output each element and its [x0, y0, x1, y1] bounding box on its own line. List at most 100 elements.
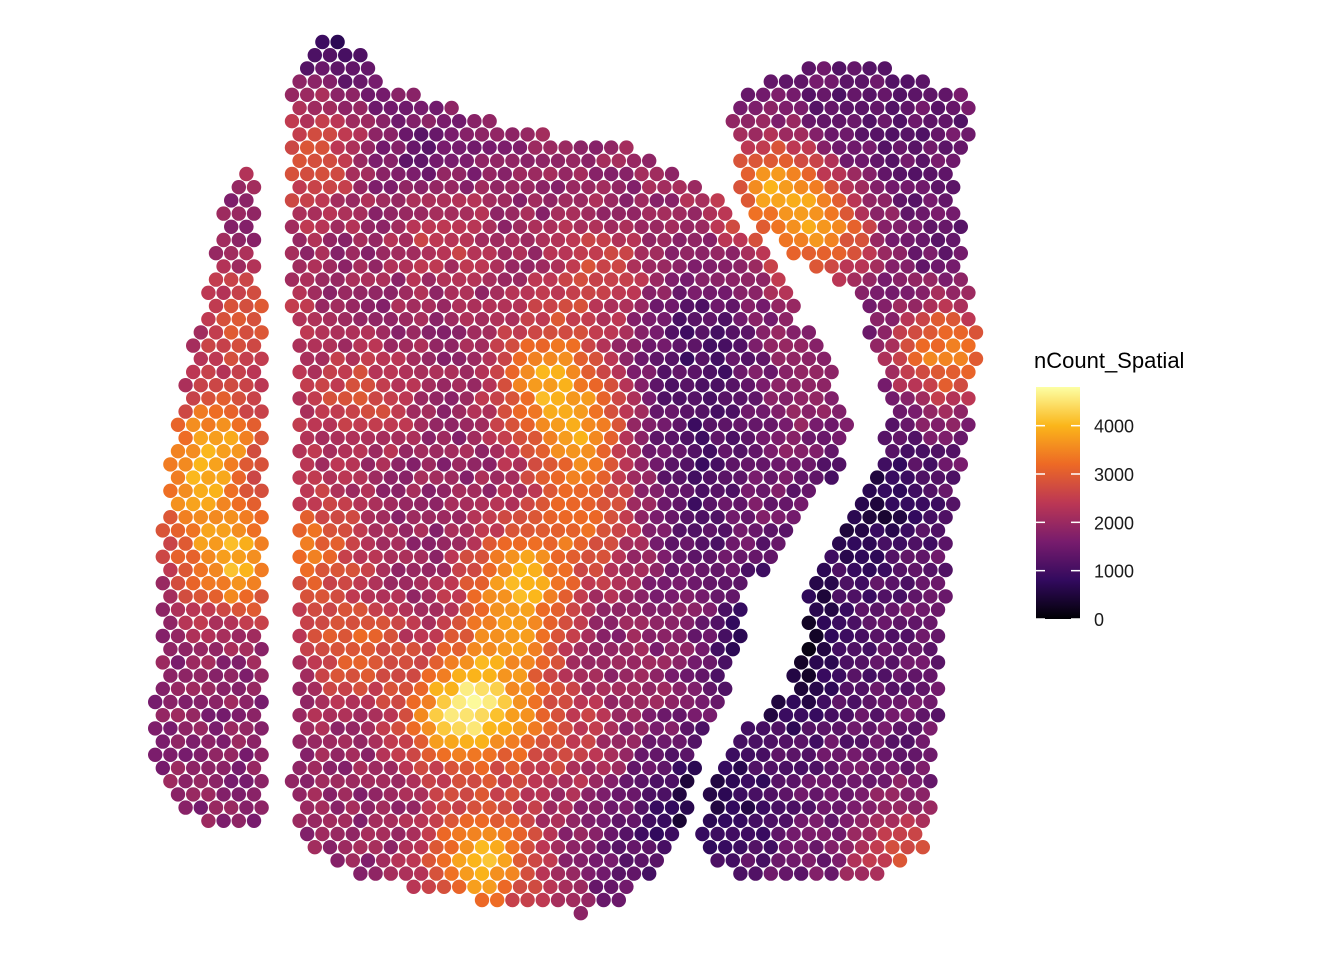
spot: [923, 668, 938, 683]
spot: [771, 747, 786, 762]
spot: [193, 325, 208, 340]
spot: [193, 536, 208, 551]
spot: [558, 378, 573, 393]
spot: [330, 140, 345, 155]
spot: [490, 312, 505, 327]
spot: [619, 351, 634, 366]
spot: [345, 536, 360, 551]
spot: [429, 444, 444, 459]
spot: [360, 694, 376, 710]
spot: [604, 747, 619, 762]
spot: [292, 681, 307, 696]
spot: [763, 787, 778, 802]
spot: [900, 708, 915, 723]
spot: [862, 694, 877, 710]
spot: [391, 510, 406, 525]
spot: [756, 826, 771, 842]
spot: [429, 391, 444, 406]
spot: [512, 510, 528, 525]
spot: [452, 800, 467, 815]
spot: [421, 536, 436, 551]
spot: [718, 681, 733, 696]
spot: [642, 338, 657, 353]
spot: [649, 430, 664, 446]
spot: [619, 140, 634, 155]
spot: [360, 721, 376, 736]
spot: [224, 642, 239, 657]
spot: [718, 655, 733, 670]
spot: [353, 655, 368, 670]
spot: [634, 351, 649, 366]
spot: [459, 523, 474, 538]
spot: [832, 826, 847, 842]
spot: [581, 364, 596, 380]
spot: [695, 483, 710, 498]
spot: [216, 523, 231, 538]
spot: [497, 747, 512, 762]
spot: [809, 840, 824, 855]
spot: [642, 312, 657, 327]
spot: [885, 602, 900, 617]
spot: [611, 787, 626, 802]
spot: [581, 391, 596, 406]
spot: [391, 87, 406, 103]
spot: [839, 708, 854, 723]
spot: [345, 87, 360, 103]
spot: [155, 681, 170, 696]
spot: [391, 404, 406, 419]
colorbar-tick-label: 2000: [1094, 513, 1134, 533]
spot: [239, 642, 254, 657]
spot: [512, 615, 528, 630]
spot: [687, 681, 702, 696]
spot: [870, 866, 885, 881]
spot: [824, 100, 839, 116]
spot: [763, 391, 778, 406]
spot: [421, 219, 436, 234]
spot: [535, 681, 550, 696]
spot: [254, 430, 269, 446]
spot: [208, 721, 224, 736]
spot: [345, 140, 360, 155]
spot: [573, 826, 588, 842]
spot: [520, 892, 535, 908]
spot: [657, 285, 672, 300]
spot: [497, 325, 512, 340]
spot: [581, 628, 596, 644]
spot: [725, 642, 740, 657]
spot: [710, 404, 725, 419]
spot: [284, 166, 300, 182]
spot: [315, 272, 330, 287]
spot: [733, 391, 748, 406]
spot: [847, 694, 862, 710]
spot: [360, 853, 376, 868]
spot: [877, 457, 892, 472]
spot: [794, 391, 809, 406]
spot: [642, 681, 657, 696]
spot: [839, 549, 854, 564]
spot: [535, 496, 550, 512]
spot: [505, 655, 520, 670]
spot: [930, 417, 946, 432]
spot: [535, 180, 550, 195]
spot: [740, 536, 756, 551]
spot: [474, 338, 490, 353]
spot: [847, 800, 862, 815]
spot: [566, 496, 581, 512]
spot: [566, 206, 581, 221]
spot: [938, 87, 953, 103]
spot: [520, 813, 535, 828]
spot: [345, 800, 360, 815]
spot: [664, 404, 680, 419]
spot: [733, 417, 748, 432]
spot: [429, 285, 444, 300]
spot: [345, 246, 360, 261]
spot: [383, 576, 398, 591]
spot: [604, 193, 619, 208]
spot: [816, 668, 832, 683]
spot: [626, 338, 642, 353]
spot: [862, 61, 877, 76]
spot: [558, 668, 573, 683]
spot: [604, 826, 619, 842]
spot: [900, 74, 915, 89]
spot: [315, 747, 330, 762]
